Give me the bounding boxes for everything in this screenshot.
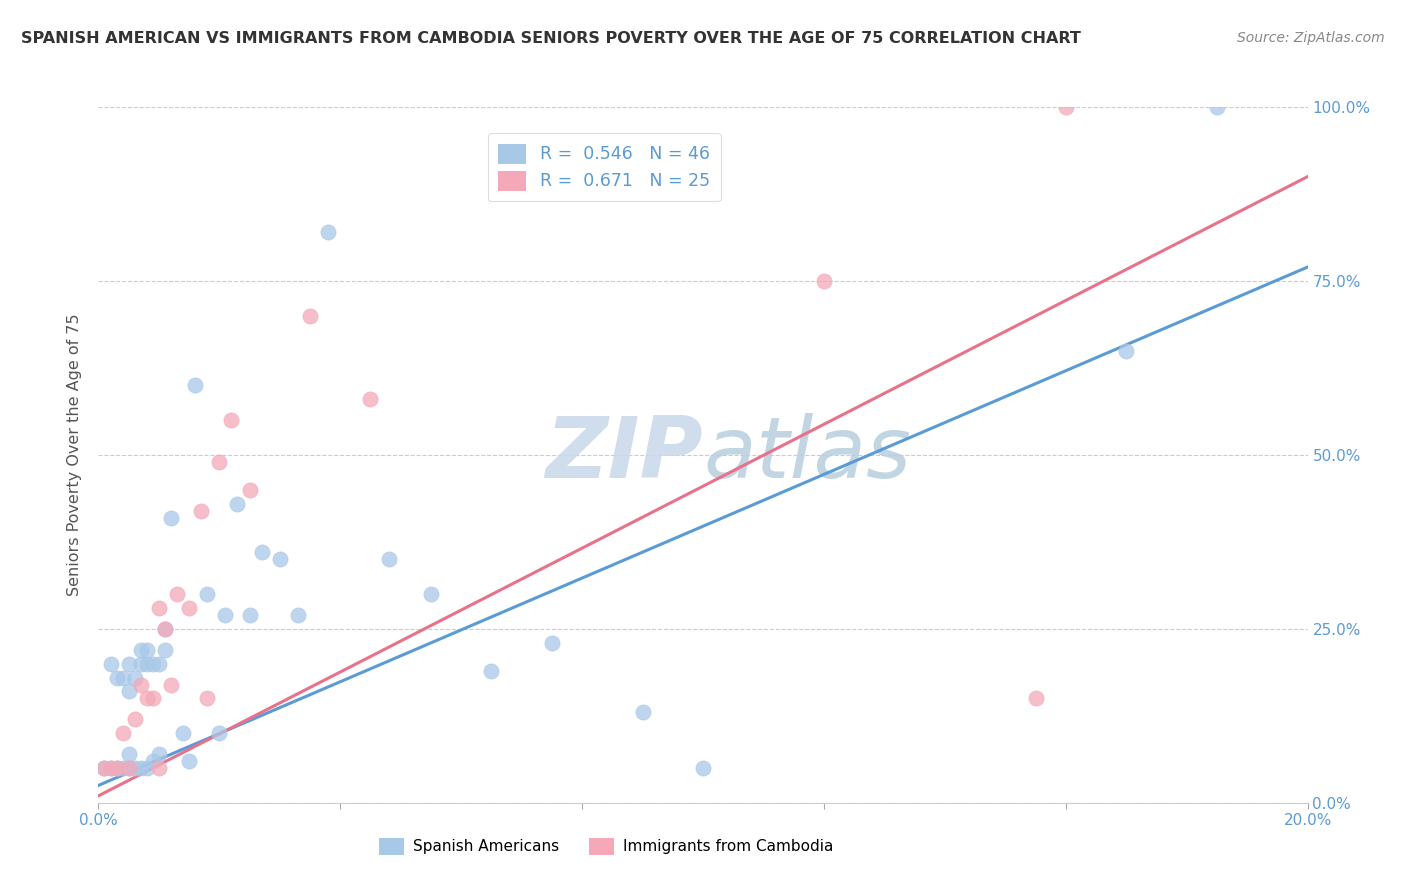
Text: Source: ZipAtlas.com: Source: ZipAtlas.com <box>1237 31 1385 45</box>
Point <box>129 657 152 671</box>
Point <box>93 761 115 775</box>
Point <box>100 761 122 775</box>
Point <box>118 657 141 671</box>
Text: SPANISH AMERICAN VS IMMIGRANTS FROM CAMBODIA SENIORS POVERTY OVER THE AGE OF 75 : SPANISH AMERICAN VS IMMIGRANTS FROM CAMB… <box>21 31 1081 46</box>
Text: atlas: atlas <box>703 413 911 497</box>
Point <box>129 642 152 657</box>
Point <box>179 754 201 768</box>
Point <box>124 761 146 775</box>
Point <box>269 552 291 566</box>
Point <box>1054 100 1077 114</box>
Point <box>111 671 134 685</box>
Point <box>135 761 157 775</box>
Point <box>299 309 322 323</box>
Point <box>160 510 183 524</box>
Point <box>195 587 218 601</box>
Point <box>239 607 262 622</box>
Point <box>221 413 243 427</box>
Point <box>481 664 503 678</box>
Point <box>111 761 134 775</box>
Point <box>208 726 231 740</box>
Point <box>111 726 134 740</box>
Point <box>153 642 176 657</box>
Point <box>118 684 141 698</box>
Point <box>148 761 170 775</box>
Point <box>129 761 152 775</box>
Point <box>160 677 183 691</box>
Point <box>239 483 262 497</box>
Text: ZIP: ZIP <box>546 413 703 497</box>
Point <box>166 587 188 601</box>
Point <box>124 712 146 726</box>
Point <box>195 691 218 706</box>
Point <box>692 761 714 775</box>
Point <box>118 747 141 761</box>
Point <box>153 622 176 636</box>
Point <box>105 761 128 775</box>
Point <box>316 225 339 239</box>
Legend: Spanish Americans, Immigrants from Cambodia: Spanish Americans, Immigrants from Cambo… <box>373 831 839 862</box>
Point <box>93 761 115 775</box>
Point <box>813 274 835 288</box>
Point <box>135 691 157 706</box>
Point <box>148 747 170 761</box>
Point <box>124 671 146 685</box>
Point <box>377 552 399 566</box>
Point <box>118 761 141 775</box>
Point <box>172 726 194 740</box>
Point <box>287 607 309 622</box>
Point <box>105 671 128 685</box>
Point <box>148 657 170 671</box>
Point <box>1115 343 1137 358</box>
Point <box>631 706 654 720</box>
Point <box>190 503 212 517</box>
Point <box>105 761 128 775</box>
Point <box>135 642 157 657</box>
Point <box>540 636 562 650</box>
Point <box>1206 100 1229 114</box>
Point <box>142 691 165 706</box>
Point <box>118 761 141 775</box>
Point <box>179 601 201 615</box>
Point <box>184 378 207 392</box>
Y-axis label: Seniors Poverty Over the Age of 75: Seniors Poverty Over the Age of 75 <box>67 314 83 596</box>
Point <box>142 657 165 671</box>
Point <box>148 601 170 615</box>
Point <box>250 545 273 559</box>
Point <box>420 587 443 601</box>
Point <box>1024 691 1046 706</box>
Point <box>100 657 122 671</box>
Point <box>226 497 249 511</box>
Point <box>153 622 176 636</box>
Point <box>142 754 165 768</box>
Point <box>360 392 382 407</box>
Point <box>100 761 122 775</box>
Point <box>208 455 231 469</box>
Point <box>135 657 157 671</box>
Point <box>214 607 236 622</box>
Point <box>129 677 152 691</box>
